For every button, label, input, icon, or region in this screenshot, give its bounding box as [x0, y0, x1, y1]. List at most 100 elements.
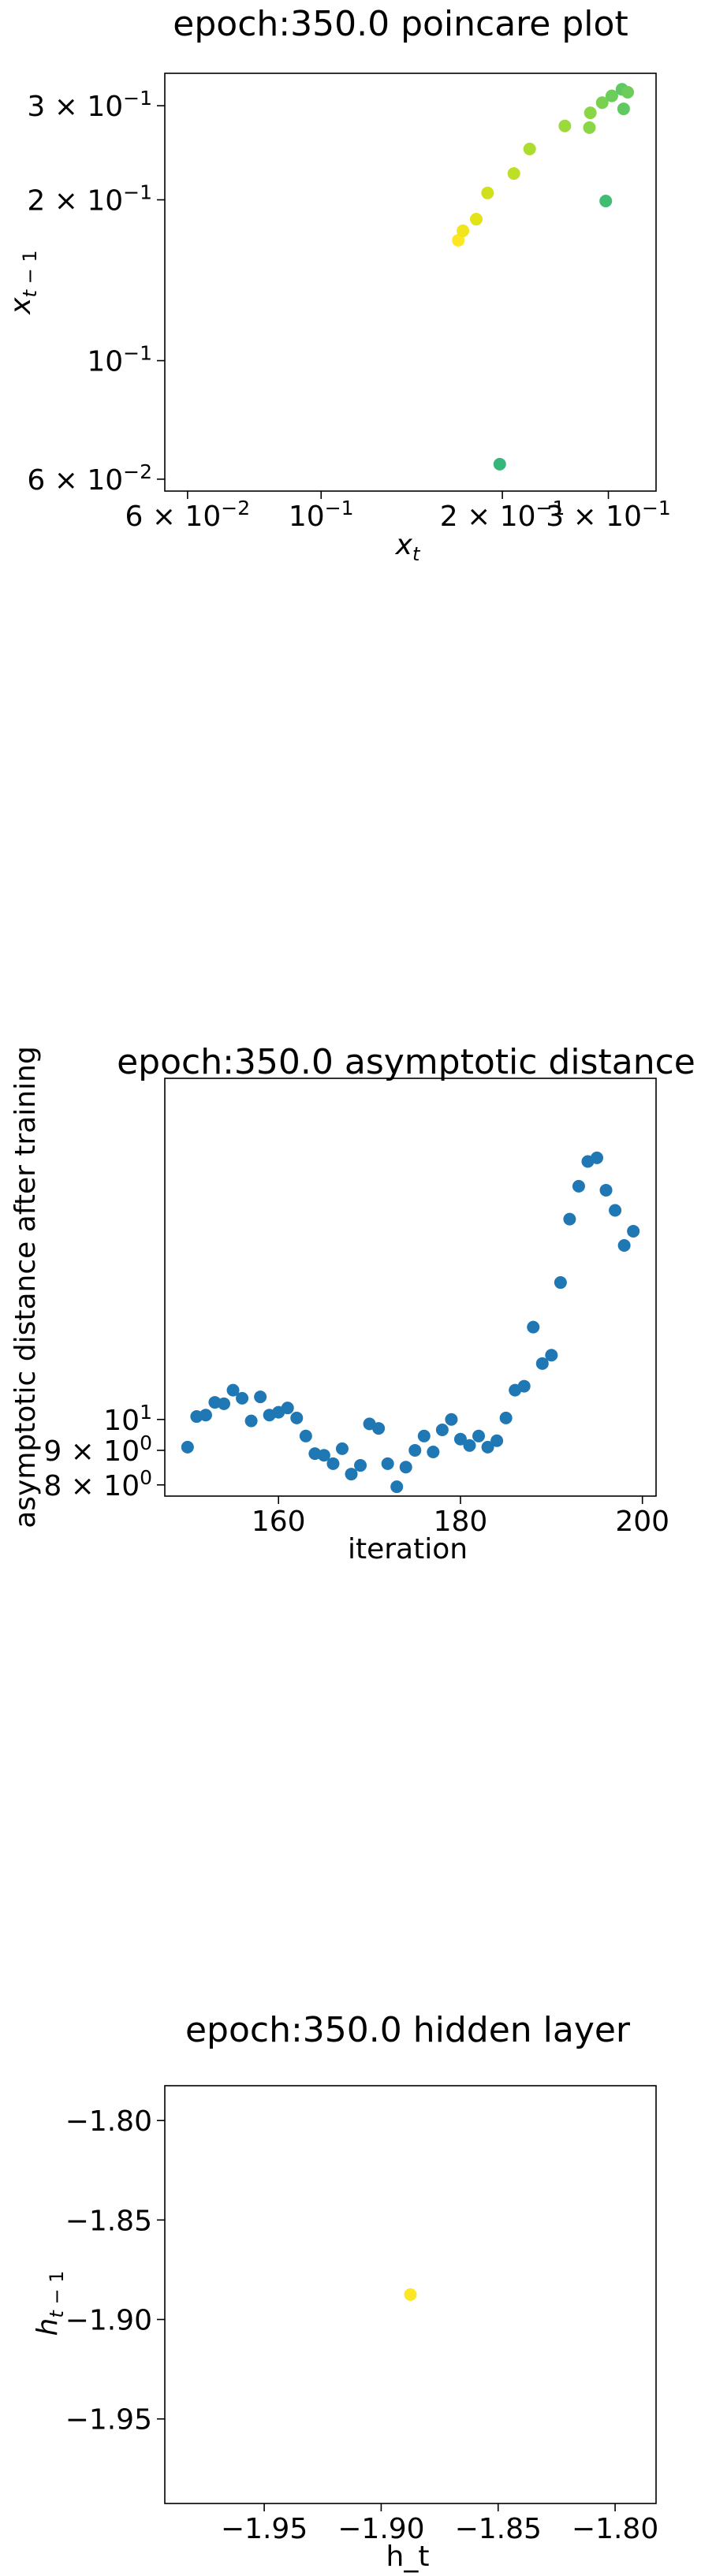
asymptotic-point	[399, 1461, 412, 1474]
asymptotic-x-ticks: 160 180 200	[252, 1496, 669, 1538]
poincare-point	[599, 194, 613, 207]
poincare-point	[481, 186, 494, 199]
hidden-layer-x-tick-label: −1.80	[572, 2513, 658, 2545]
poincare-point	[452, 233, 465, 247]
asymptotic-point	[226, 1383, 240, 1397]
asymptotic-y-tick-label: 9 × 100	[43, 1431, 152, 1468]
asymptotic-point	[199, 1409, 212, 1422]
asymptotic-point	[317, 1449, 330, 1462]
poincare-title: epoch:350.0 poincare plot	[173, 4, 628, 44]
asymptotic-point	[527, 1320, 540, 1334]
asymptotic-point	[627, 1224, 640, 1238]
hidden-layer-y-ticks: −1.80 −1.85 −1.90 −1.95	[65, 2105, 165, 2436]
asymptotic-x-axis-label: iteration	[348, 1533, 468, 1565]
hidden-layer-y-axis-label: ht − 1	[32, 2271, 68, 2336]
poincare-point	[523, 142, 536, 155]
hidden-layer-x-tick-label: −1.95	[221, 2513, 308, 2545]
asymptotic-x-tick-label: 180	[434, 1506, 488, 1538]
asymptotic-point	[499, 1411, 513, 1424]
asymptotic-point	[390, 1480, 404, 1494]
asymptotic-point	[517, 1379, 531, 1393]
poincare-x-ticks: 6 × 10−2 10−1 2 × 10−13 × 10−1	[125, 491, 671, 533]
asymptotic-point	[427, 1446, 440, 1459]
asymptotic-point	[463, 1439, 476, 1452]
asymptotic-point	[381, 1457, 394, 1470]
asymptotic-point	[417, 1429, 431, 1442]
poincare-x-tick-label: 2 × 10−1	[440, 497, 565, 533]
hidden-layer-chart: epoch:350.0 hidden layer −1.95 −1.90 −1.85…	[32, 2010, 658, 2573]
poincare-x-tick-label: 3 × 10−1	[546, 497, 671, 533]
asymptotic-point	[372, 1422, 386, 1435]
asymptotic-plot-frame	[164, 1078, 657, 1497]
asymptotic-point	[535, 1357, 549, 1370]
asymptotic-chart: epoch:350.0 asymptotic distance 160 180 20…	[9, 1042, 695, 1565]
asymptotic-point	[609, 1204, 622, 1217]
asymptotic-point	[299, 1429, 312, 1442]
asymptotic-x-tick-label: 200	[615, 1506, 669, 1538]
asymptotic-point	[236, 1391, 249, 1405]
asymptotic-point	[281, 1402, 294, 1415]
poincare-y-tick-label: 3 × 10−1	[27, 87, 152, 123]
asymptotic-point	[572, 1179, 585, 1193]
asymptotic-point	[326, 1457, 340, 1470]
asymptotic-point	[345, 1468, 358, 1481]
asymptotic-point	[181, 1440, 194, 1454]
poincare-point	[507, 167, 520, 181]
asymptotic-point	[244, 1414, 258, 1428]
hidden-layer-x-tick-label: −1.90	[337, 2513, 424, 2545]
poincare-point	[617, 102, 630, 116]
asymptotic-y-axis-label: asymptotic distance after training	[9, 1046, 42, 1528]
poincare-point	[558, 119, 572, 132]
asymptotic-point	[217, 1397, 230, 1410]
hidden-layer-plot-frame	[164, 2085, 657, 2504]
hidden-layer-x-tick-label: −1.85	[455, 2513, 542, 2545]
poincare-point	[584, 106, 597, 120]
asymptotic-point	[335, 1442, 349, 1455]
asymptotic-point	[599, 1183, 613, 1197]
poincare-point	[621, 85, 635, 99]
asymptotic-marks	[181, 1151, 640, 1494]
poincare-marks	[452, 83, 635, 471]
poincare-y-ticks: 6 × 10−2 10−1 2 × 10−1 3 × 10−1	[27, 87, 165, 497]
poincare-chart: epoch:350.0 poincare plot 6 × 10−2 10−1 2 …	[5, 4, 671, 565]
hidden-layer-x-axis-label: h_t	[386, 2541, 430, 2573]
asymptotic-point	[435, 1424, 449, 1437]
asymptotic-point	[591, 1151, 604, 1164]
hidden-layer-x-ticks: −1.95 −1.90 −1.85 −1.80	[221, 2503, 658, 2545]
asymptotic-point	[545, 1349, 558, 1362]
poincare-point	[457, 224, 470, 237]
asymptotic-y-tick-label: 8 × 100	[43, 1466, 152, 1502]
hidden-layer-y-tick-label: −1.85	[65, 2205, 152, 2237]
poincare-y-axis-label: xt − 1	[5, 250, 41, 315]
hidden-layer-y-tick-label: −1.95	[65, 2404, 152, 2436]
asymptotic-x-tick-label: 160	[252, 1506, 306, 1538]
poincare-x-tick-label: 10−1	[289, 497, 354, 533]
asymptotic-title: epoch:350.0 asymptotic distance	[117, 1042, 695, 1082]
poincare-point	[583, 121, 596, 134]
hidden-layer-marks	[404, 2288, 417, 2301]
asymptotic-point	[254, 1390, 267, 1404]
poincare-point	[493, 457, 506, 471]
asymptotic-point	[617, 1239, 631, 1253]
asymptotic-point	[554, 1276, 567, 1290]
poincare-x-axis-label: xt	[395, 529, 421, 565]
poincare-point	[469, 213, 483, 226]
asymptotic-point	[354, 1459, 367, 1472]
hidden-layer-point	[404, 2288, 417, 2301]
poincare-point	[605, 89, 618, 102]
asymptotic-point	[290, 1411, 304, 1424]
asymptotic-point	[563, 1212, 576, 1226]
poincare-point	[595, 96, 609, 110]
hidden-layer-title: epoch:350.0 hidden layer	[185, 2010, 631, 2050]
asymptotic-point	[490, 1434, 504, 1447]
hidden-layer-y-tick-label: −1.90	[65, 2305, 152, 2337]
asymptotic-point	[481, 1440, 494, 1454]
poincare-x-tick-label: 6 × 10−2	[125, 497, 251, 533]
asymptotic-point	[472, 1429, 486, 1442]
asymptotic-y-tick-label: 101	[103, 1401, 152, 1437]
hidden-layer-y-tick-label: −1.80	[65, 2105, 152, 2138]
asymptotic-point	[445, 1413, 458, 1426]
asymptotic-point	[408, 1443, 422, 1457]
